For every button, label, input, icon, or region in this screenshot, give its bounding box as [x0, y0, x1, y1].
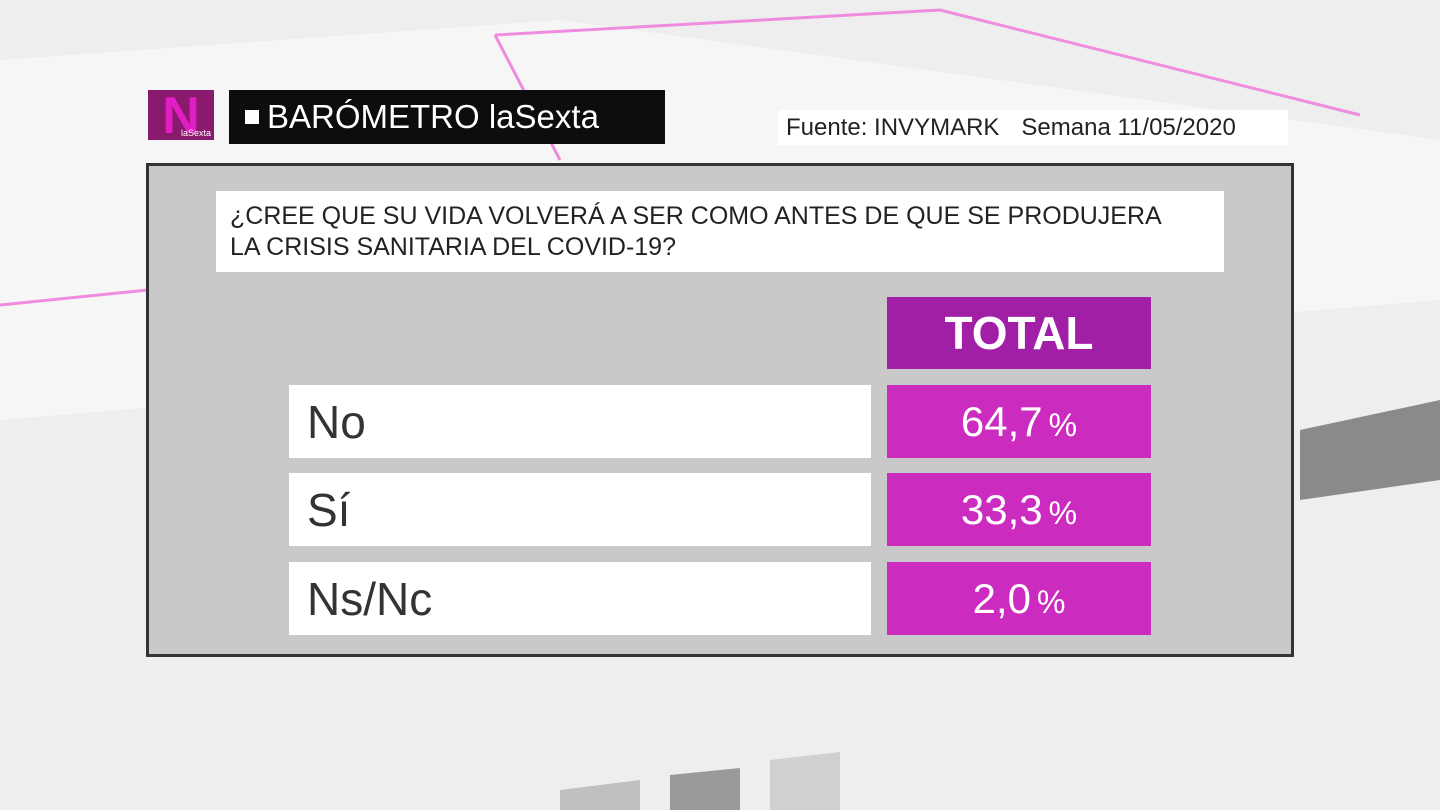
title-box: BARÓMETRO laSexta [229, 90, 665, 144]
unit: % [1048, 407, 1078, 443]
row-value: 33,3% [887, 473, 1151, 546]
source: Fuente: INVYMARK [786, 113, 1000, 141]
question-line: ¿CREE QUE SU VIDA VOLVERÁ A SER COMO ANT… [230, 202, 1162, 230]
date: Semana 11/05/2020 [1021, 113, 1236, 141]
logo: N laSexta [148, 87, 214, 145]
column-header: TOTAL [887, 297, 1151, 369]
source-box: Fuente: INVYMARK Semana 11/05/2020 [778, 110, 1288, 145]
logo-text: laSexta [180, 128, 211, 138]
value: 64,7 [960, 397, 1043, 445]
row-label: Sí [289, 473, 871, 546]
value: 2,0 [972, 574, 1031, 622]
question-line: LA CRISIS SANITARIA DEL COVID-19? [230, 233, 676, 261]
title-square [245, 110, 259, 124]
unit: % [1036, 584, 1066, 620]
value: 33,3 [960, 485, 1043, 533]
row-label: Ns/Nc [289, 562, 871, 635]
row-value: 2,0% [887, 562, 1151, 635]
row-value: 64,7% [887, 385, 1151, 458]
title: BARÓMETRO laSexta [267, 98, 599, 135]
row-label: No [289, 385, 871, 458]
logo-letter: N [162, 87, 200, 145]
question-box: ¿CREE QUE SU VIDA VOLVERÁ A SER COMO ANT… [216, 191, 1224, 272]
unit: % [1048, 495, 1078, 531]
